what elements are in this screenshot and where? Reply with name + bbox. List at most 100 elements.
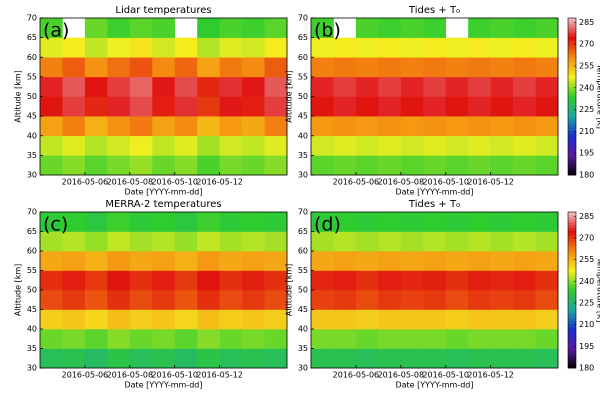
colorbar-segment — [568, 36, 576, 40]
heatmap-cell — [535, 309, 559, 330]
colorbar-segment — [568, 151, 576, 155]
y-tick-label: 40 — [298, 131, 308, 140]
heatmap-cell — [107, 116, 131, 137]
colorbar-segment — [568, 164, 576, 168]
heatmap-cell — [219, 309, 243, 330]
colorbar-tick-label: 195 — [579, 342, 594, 351]
colorbar-segment — [568, 212, 576, 215]
heatmap-cell — [513, 348, 536, 369]
colorbar-segment — [568, 349, 576, 353]
heatmap-cell — [400, 212, 424, 232]
heatmap-cell — [490, 348, 514, 369]
heatmap-cell — [355, 135, 379, 156]
colorbar-segment — [568, 264, 576, 267]
heatmap-cell — [152, 57, 176, 78]
heatmap-cell — [84, 155, 108, 176]
heatmap-cell — [513, 57, 536, 78]
heatmap-cell — [242, 18, 265, 38]
heatmap-cell — [400, 135, 424, 156]
colorbar-segment — [568, 258, 576, 262]
heatmap-cell — [242, 76, 265, 97]
heatmap-cell — [264, 309, 288, 330]
panel-title: Lidar temperatures — [115, 5, 211, 16]
colorbar-label: Temperature [K] — [596, 257, 600, 323]
heatmap-cell — [264, 251, 288, 271]
heatmap-cell — [378, 290, 402, 310]
colorbar-segment — [568, 355, 576, 358]
heatmap-cell — [107, 309, 131, 330]
colorbar-segment — [568, 114, 576, 118]
x-tick-label: 2016-05-06 — [333, 371, 380, 380]
heatmap-cell — [84, 309, 108, 330]
heatmap-cell — [535, 135, 559, 156]
heatmap-cell — [219, 270, 243, 291]
colorbar-segment — [568, 120, 576, 124]
heatmap-cell — [152, 116, 176, 137]
colorbar-tick-label: 210 — [579, 127, 594, 136]
heatmap-cell — [400, 57, 424, 78]
colorbar-segment — [568, 256, 576, 260]
colorbar-segment — [568, 125, 576, 129]
heatmap-cell — [197, 290, 220, 310]
heatmap-cell — [513, 329, 536, 349]
y-tick-label: 40 — [27, 325, 37, 334]
y-tick-label: 35 — [298, 344, 308, 353]
heatmap-cell — [219, 37, 243, 58]
heatmap-cell — [490, 290, 514, 310]
heatmap-cell — [423, 329, 447, 349]
heatmap-cell — [62, 329, 86, 349]
colorbar-segment — [568, 106, 576, 110]
heatmap-cell — [40, 76, 63, 97]
y-tick-label: 65 — [27, 227, 37, 236]
y-tick-label: 70 — [27, 208, 37, 217]
heatmap-cell — [490, 76, 514, 97]
heatmap-cell — [311, 251, 334, 271]
heatmap-cell — [242, 96, 265, 117]
colorbar-segment — [568, 104, 576, 108]
heatmap-cell — [264, 57, 288, 78]
heatmap-cell — [40, 309, 63, 330]
colorbar-segment — [568, 109, 576, 113]
colorbar-segment — [568, 318, 576, 322]
heatmap-cell — [129, 231, 153, 252]
heatmap-cell — [355, 76, 379, 97]
heatmap-cell — [107, 76, 131, 97]
y-axis-label: Altitude [km] — [14, 264, 23, 316]
x-axis-label: Date [YYYY-mm-dd] — [124, 381, 202, 390]
heatmap-cell — [513, 212, 536, 232]
colorbar-segment — [568, 57, 576, 61]
heatmap-cell — [242, 116, 265, 137]
heatmap-cell — [197, 348, 220, 369]
heatmap-cell — [378, 329, 402, 349]
colorbar-label: Temperature [K] — [596, 63, 600, 129]
colorbar-segment — [568, 112, 576, 116]
heatmap-cell — [333, 135, 357, 156]
y-tick-label: 55 — [27, 72, 37, 81]
heatmap-cell — [378, 348, 402, 369]
heatmap-cell — [62, 76, 86, 97]
heatmap-cell — [490, 57, 514, 78]
y-tick-label: 40 — [27, 131, 37, 140]
heatmap-cell — [84, 76, 108, 97]
y-tick-label: 60 — [27, 247, 37, 256]
heatmap-cell — [219, 231, 243, 252]
x-tick-label: 2016-05-12 — [196, 371, 243, 380]
heatmap-cell — [333, 270, 357, 291]
heatmap-cell — [468, 116, 491, 137]
heatmap-cell — [535, 251, 559, 271]
heatmap-cell — [242, 309, 265, 330]
colorbar-segment — [568, 235, 576, 239]
heatmap-cell — [468, 251, 491, 271]
colorbar-segment — [568, 342, 576, 345]
y-tick-label: 30 — [298, 364, 308, 373]
colorbar-tick-label: 285 — [579, 18, 594, 27]
heatmap — [40, 18, 288, 176]
colorbar-tick-label: 255 — [579, 61, 594, 70]
heatmap-cell — [400, 96, 424, 117]
heatmap-cell — [445, 290, 469, 310]
heatmap-cell — [355, 18, 379, 38]
heatmap-cell — [535, 57, 559, 78]
colorbar-segment — [568, 292, 576, 296]
heatmap-cell — [311, 76, 334, 97]
heatmap-cell — [378, 116, 402, 137]
